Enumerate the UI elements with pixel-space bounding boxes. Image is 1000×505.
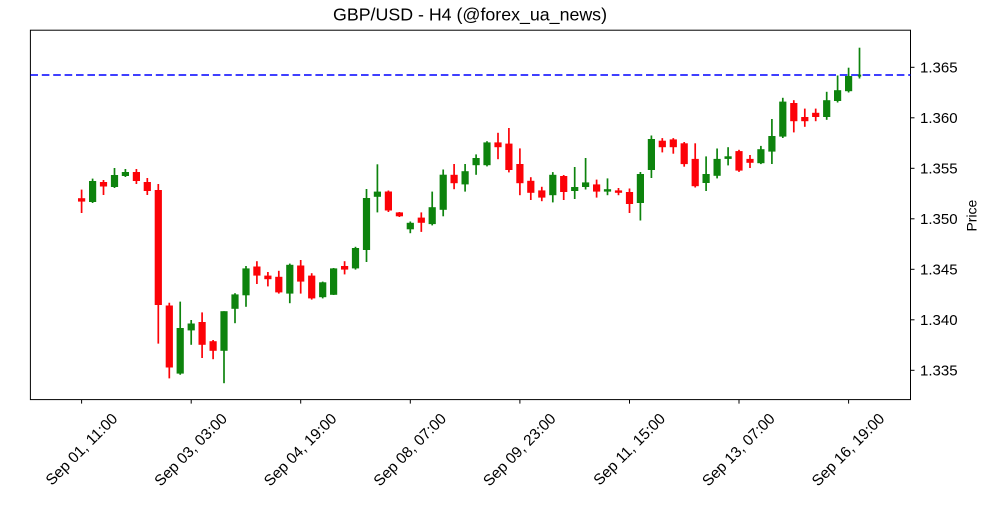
svg-text:Price: Price: [964, 199, 980, 231]
svg-text:GBP/USD - H4 (@forex_ua_news): GBP/USD - H4 (@forex_ua_news): [333, 5, 607, 26]
svg-text:1.350: 1.350: [920, 211, 958, 228]
svg-text:1.360: 1.360: [920, 110, 958, 127]
svg-text:1.355: 1.355: [920, 161, 958, 178]
svg-text:1.340: 1.340: [920, 312, 958, 329]
svg-text:1.335: 1.335: [920, 363, 958, 380]
svg-text:1.365: 1.365: [920, 60, 958, 77]
svg-text:1.345: 1.345: [920, 262, 958, 279]
